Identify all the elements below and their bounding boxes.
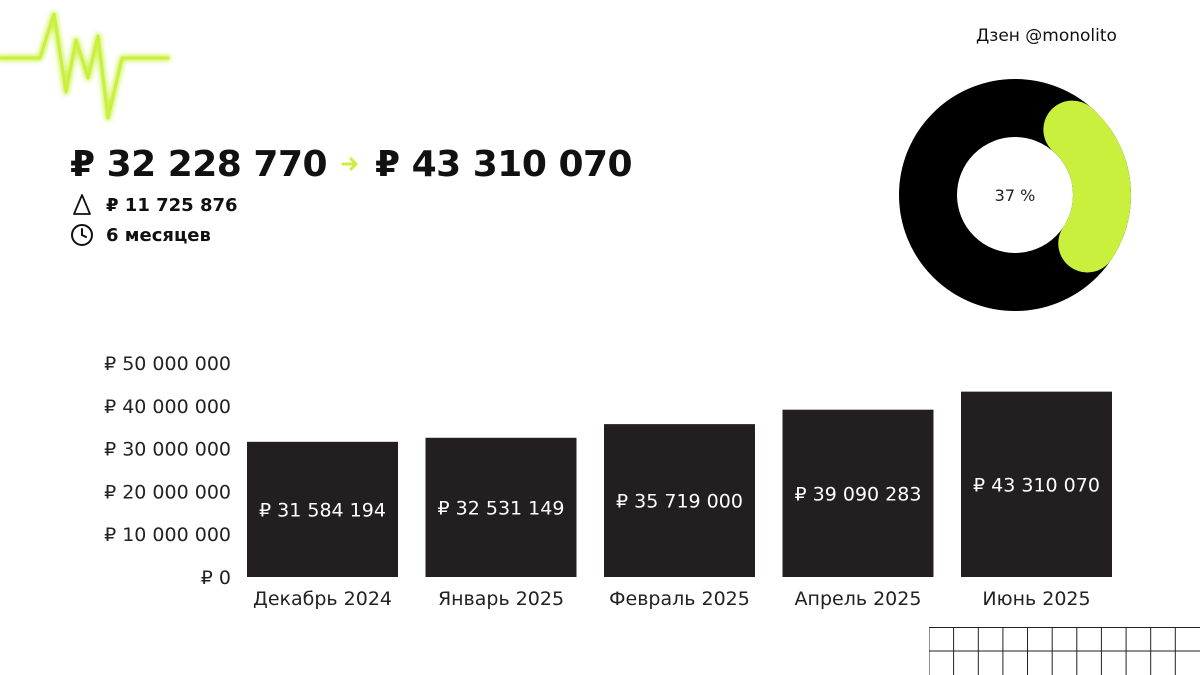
pulse-line-decoration bbox=[0, 11, 171, 121]
donut-chart bbox=[899, 79, 1131, 311]
y-tick-label: ₽ 20 000 000 bbox=[104, 481, 231, 503]
start-value: ₽ 32 228 770 bbox=[70, 143, 328, 185]
period-row: 6 месяцев bbox=[70, 223, 211, 247]
y-tick-label: ₽ 50 000 000 bbox=[104, 353, 231, 375]
x-category-label: Апрель 2025 bbox=[795, 588, 922, 610]
bar bbox=[782, 409, 934, 577]
end-value: ₽ 43 310 070 bbox=[375, 143, 633, 185]
y-tick-label: ₽ 0 bbox=[201, 567, 231, 589]
bar-value-label: ₽ 39 090 283 bbox=[795, 483, 922, 505]
x-category-label: Декабрь 2024 bbox=[253, 588, 392, 610]
y-tick-label: ₽ 10 000 000 bbox=[104, 524, 231, 546]
bar-chart: ₽ 0 ₽ 10 000 000 ₽ 20 000 000 ₽ 30 000 000 ₽… bbox=[104, 353, 1112, 610]
x-category-label: Июнь 2025 bbox=[982, 588, 1090, 610]
x-category-label: Январь 2025 bbox=[438, 588, 564, 610]
arrow-right-icon bbox=[341, 157, 358, 171]
progress-donut: 37 % bbox=[898, 78, 1132, 312]
y-tick-label: ₽ 30 000 000 bbox=[104, 439, 231, 461]
bar bbox=[247, 441, 398, 577]
delta-icon bbox=[70, 193, 94, 217]
bar-value-label: ₽ 31 584 194 bbox=[259, 499, 386, 521]
bar-value-label: ₽ 35 719 000 bbox=[616, 491, 743, 513]
bar bbox=[604, 424, 755, 577]
bar-value-label: ₽ 32 531 149 bbox=[438, 497, 565, 519]
donut-progress-arc bbox=[1043, 100, 1131, 273]
bar bbox=[425, 437, 577, 577]
y-tick-label: ₽ 40 000 000 bbox=[104, 396, 231, 418]
period-value: 6 месяцев bbox=[106, 224, 211, 246]
clock-icon bbox=[70, 223, 94, 247]
delta-value: ₽ 11 725 876 bbox=[106, 194, 238, 216]
headline: ₽ 32 228 770 ₽ 43 310 070 bbox=[70, 142, 633, 186]
bar bbox=[961, 391, 1112, 577]
grid-decoration bbox=[929, 627, 1200, 675]
bar-value-label: ₽ 43 310 070 bbox=[973, 474, 1100, 496]
donut-percent-label: 37 % bbox=[994, 185, 1036, 205]
channel-handle: Дзен @monolito bbox=[976, 26, 1117, 46]
delta-row: ₽ 11 725 876 bbox=[70, 193, 238, 217]
x-category-label: Февраль 2025 bbox=[609, 588, 750, 610]
